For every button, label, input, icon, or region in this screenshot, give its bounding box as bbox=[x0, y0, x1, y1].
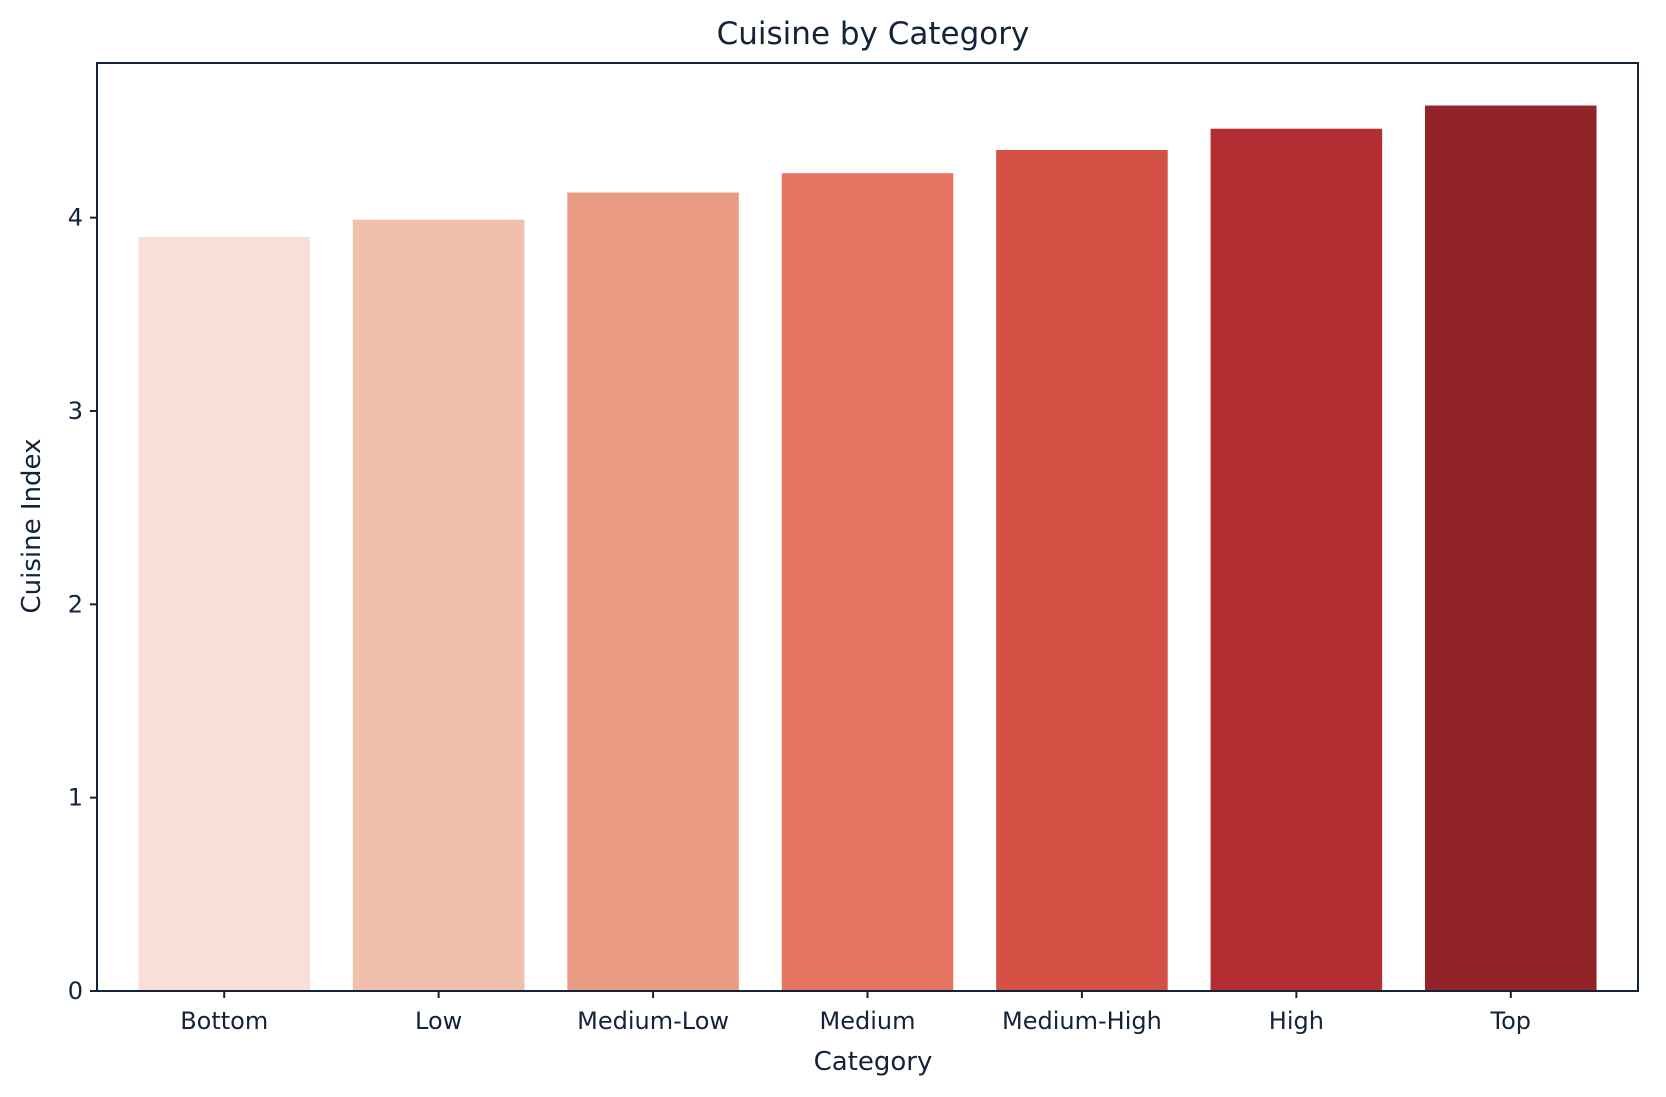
x-tick-label: Bottom bbox=[180, 1007, 268, 1035]
chart-title: Cuisine by Category bbox=[717, 16, 1030, 52]
y-tick-label: 1 bbox=[68, 784, 83, 812]
x-tick-label: High bbox=[1269, 1007, 1324, 1035]
y-axis-label: Cuisine Index bbox=[17, 439, 47, 614]
bars-layer bbox=[138, 105, 1597, 992]
bar-medium bbox=[781, 173, 954, 991]
bar-top bbox=[1425, 105, 1597, 992]
y-tick-label: 0 bbox=[68, 977, 83, 1005]
y-tick-label: 4 bbox=[68, 204, 83, 232]
bar-medium-high bbox=[996, 150, 1168, 991]
y-tick-label: 3 bbox=[68, 397, 83, 425]
y-axis: 0 1 2 3 4 bbox=[68, 204, 97, 1005]
x-tick-label: Medium bbox=[820, 1007, 916, 1035]
x-tick-label: Low bbox=[415, 1007, 462, 1035]
y-tick-label: 2 bbox=[68, 590, 83, 618]
x-tick-label: Medium-High bbox=[1002, 1007, 1162, 1035]
bar-high bbox=[1210, 128, 1383, 991]
bar-bottom bbox=[138, 237, 310, 991]
bar-low bbox=[352, 219, 525, 992]
bar-medium-low bbox=[567, 192, 739, 992]
plot-frame bbox=[96, 62, 1639, 992]
x-tick-label: Top bbox=[1490, 1007, 1532, 1035]
x-axis-label: Category bbox=[814, 1047, 933, 1077]
x-tick-label: Medium-Low bbox=[577, 1007, 729, 1035]
x-axis: Bottom Low Medium-Low Medium Medium-High High… bbox=[180, 991, 1531, 1035]
